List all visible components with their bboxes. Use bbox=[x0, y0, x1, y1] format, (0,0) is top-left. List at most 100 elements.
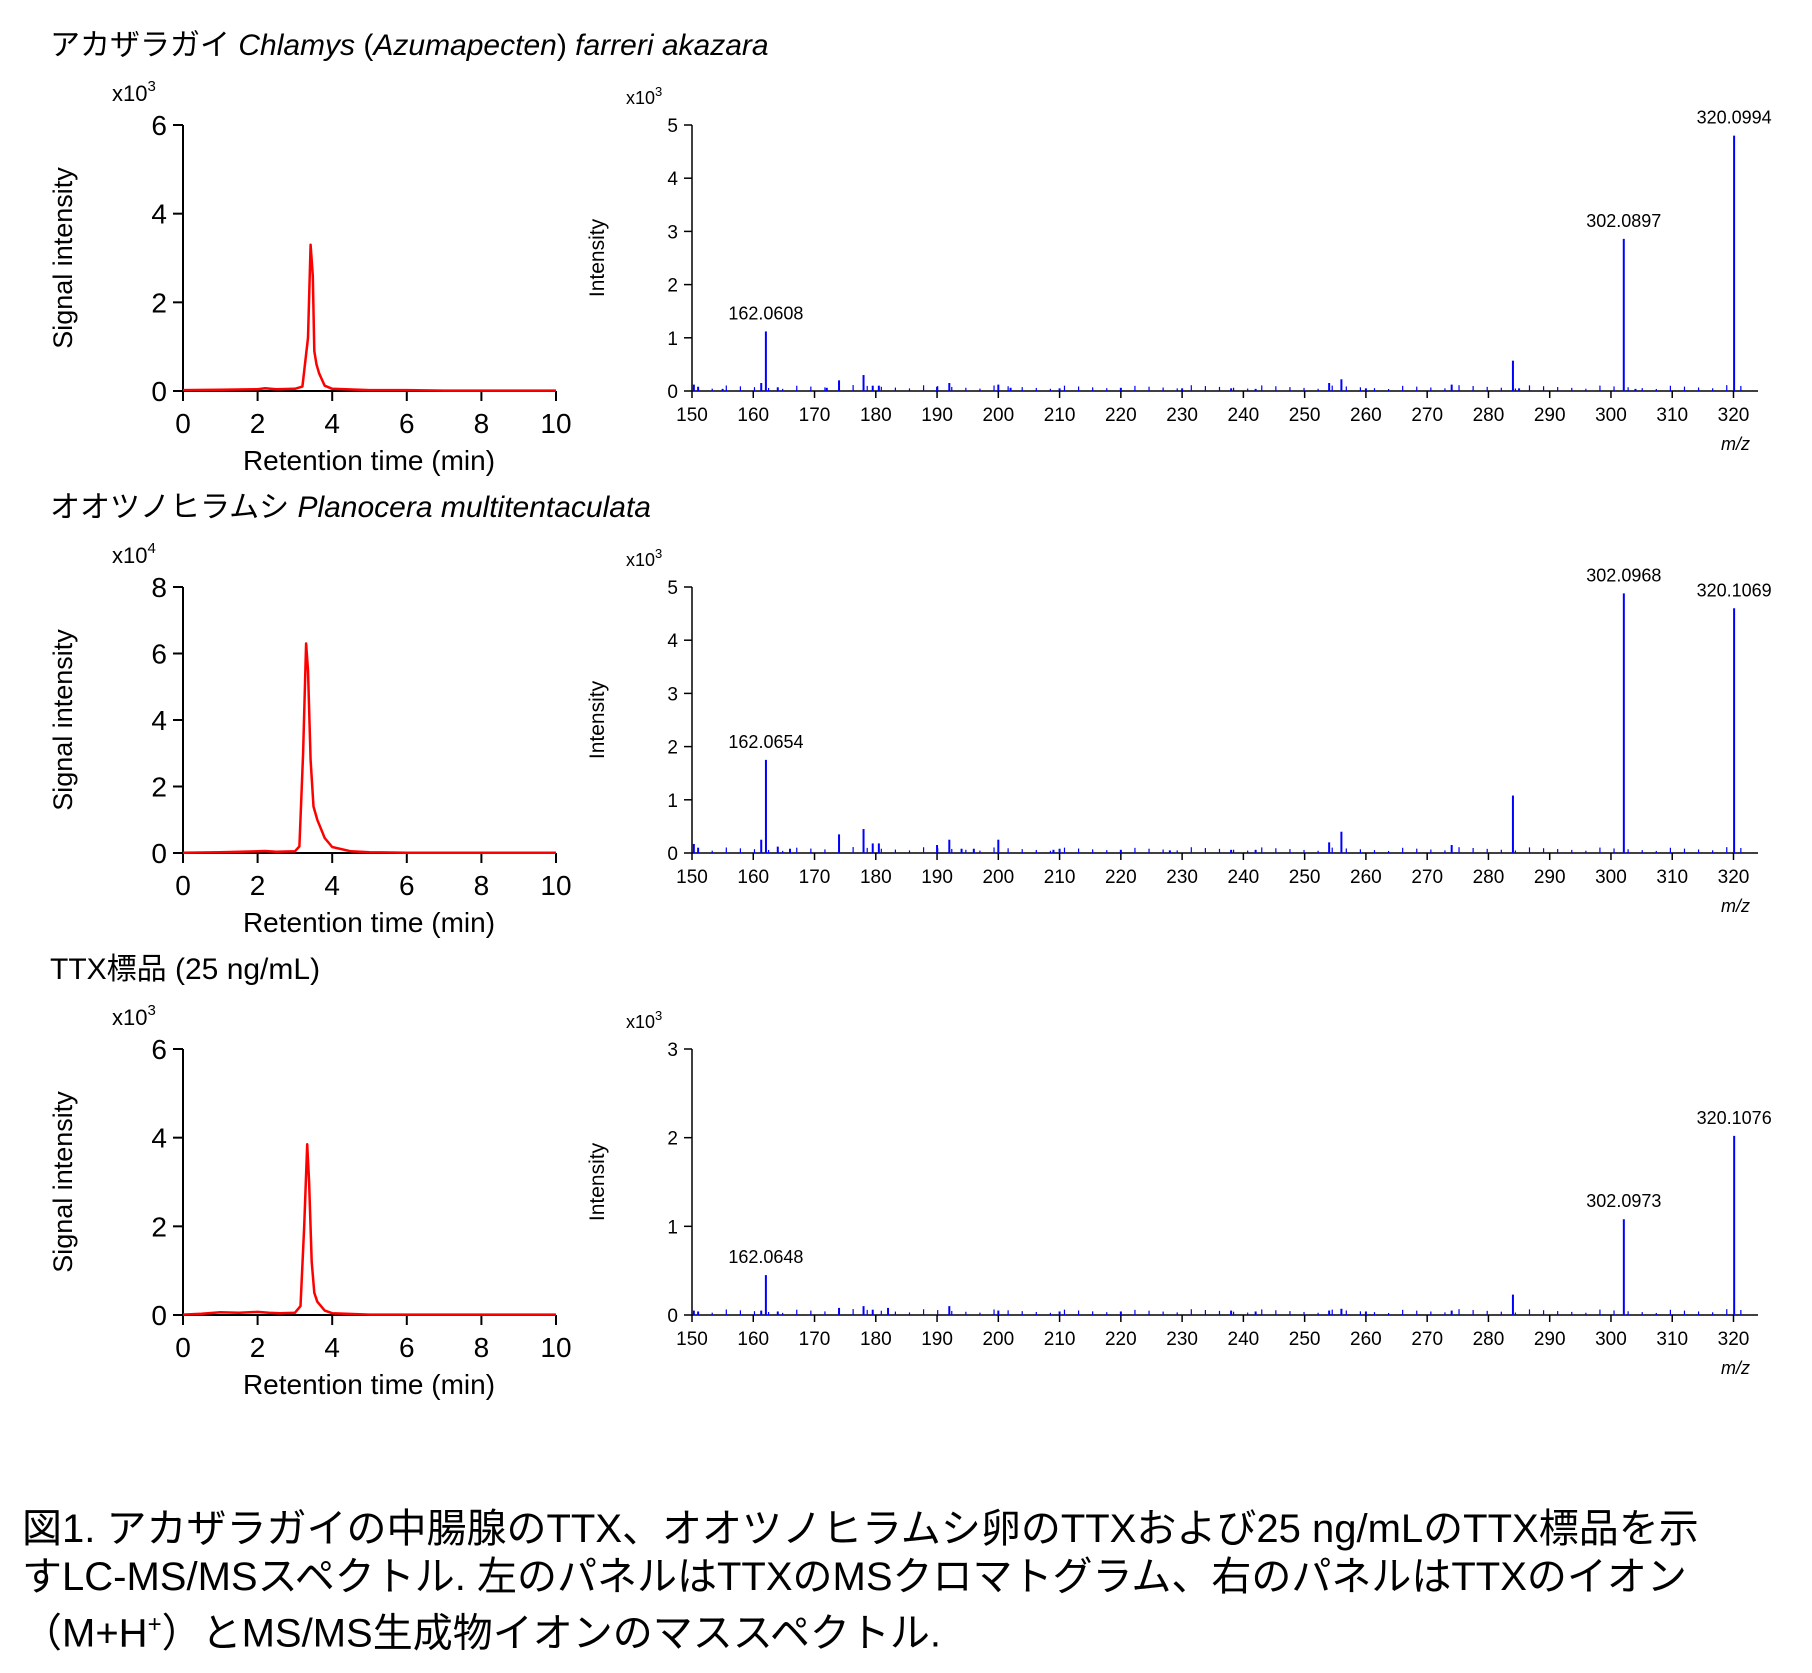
row3-spec-multiplier-exp: 3 bbox=[655, 1008, 662, 1023]
row1-spec-xlabel: m/z bbox=[1721, 434, 1750, 454]
row2-title-plain: オオツノヒラムシ bbox=[50, 491, 297, 524]
row3-chrom-multiplier-exp: 3 bbox=[147, 1002, 155, 1019]
row3-spec-ytick-label: 0 bbox=[667, 1306, 678, 1327]
row1-spec-xtick-label: 180 bbox=[860, 405, 892, 426]
row1-spec-ylabel: Intensity bbox=[586, 218, 609, 297]
row3-title-plain: TTX標品 (25 ng/mL) bbox=[50, 953, 320, 986]
row3-spec-xtick-label: 180 bbox=[860, 1329, 892, 1350]
figure-caption: 図1. アカザラガイの中腸腺のTTX、オオツノヒラムシ卵のTTXおよび25 ng… bbox=[22, 1505, 1797, 1657]
row2-chrom-ytick-label: 6 bbox=[151, 639, 167, 670]
row2-spec-xtick-label: 240 bbox=[1228, 867, 1260, 888]
row2-spec-peak-label: 320.1069 bbox=[1697, 580, 1772, 600]
row2-spec-ytick-label: 1 bbox=[667, 791, 678, 812]
row1-spec-xtick-label: 210 bbox=[1044, 405, 1076, 426]
row3-spec-peak-label: 320.1076 bbox=[1697, 1108, 1772, 1128]
row1-chrom-xtick-label: 0 bbox=[175, 408, 191, 439]
row3-spec-ytick-label: 3 bbox=[667, 1040, 678, 1061]
caption-line-3: （M+H+）とMS/MS生成物イオンのマススペクトル. bbox=[22, 1601, 1797, 1657]
row2-chrom-ytick-label: 8 bbox=[151, 572, 167, 603]
row1-spec-xtick-label: 310 bbox=[1656, 405, 1688, 426]
row1-spec-xtick-label: 260 bbox=[1350, 405, 1382, 426]
row2-chrom-multiplier: x104 bbox=[112, 540, 156, 568]
row2-spec-xtick-label: 260 bbox=[1350, 867, 1382, 888]
row2-spec-peak-label: 162.0654 bbox=[728, 732, 803, 752]
row3-chrom-xtick-label: 0 bbox=[175, 1332, 191, 1363]
row3-chrom-ytick-label: 6 bbox=[151, 1034, 167, 1065]
row1-spec-xtick-label: 230 bbox=[1166, 405, 1198, 426]
row3-spec-xtick-label: 230 bbox=[1166, 1329, 1198, 1350]
row3-chrom-xtick-label: 6 bbox=[399, 1332, 415, 1363]
row1-spec-xtick-label: 250 bbox=[1289, 405, 1321, 426]
row1-title-italic: Chlamys bbox=[238, 29, 355, 62]
row3-spec-xtick-label: 320 bbox=[1718, 1329, 1750, 1350]
row3-spec-multiplier: x103 bbox=[626, 1008, 662, 1032]
row2-spec-xtick-label: 160 bbox=[737, 867, 769, 888]
row1-spec-ytick-label: 1 bbox=[667, 329, 678, 350]
caption-line-3-post: ）とMS/MS生成物イオンのマススペクトル. bbox=[161, 1611, 942, 1656]
figure: アカザラガイ Chlamys (Azumapecten) farreri aka… bbox=[48, 29, 1772, 1400]
row1-chrom-ylabel: Signal intensity bbox=[48, 167, 78, 349]
row2-spec-xtick-label: 270 bbox=[1411, 867, 1443, 888]
row3-spec-xtick-label: 270 bbox=[1411, 1329, 1443, 1350]
row2-spec-multiplier-base: x10 bbox=[626, 550, 655, 570]
row2-spec-ytick-label: 0 bbox=[667, 844, 678, 865]
row3-spec-xtick-label: 280 bbox=[1473, 1329, 1505, 1350]
row1-spec-ytick-label: 3 bbox=[667, 222, 678, 243]
row1-spec-xtick-label: 240 bbox=[1228, 405, 1260, 426]
caption-line-2: すLC-MS/MSスペクトル. 左のパネルはTTXのMSクロマトグラム、右のパネ… bbox=[22, 1555, 1687, 1599]
row1-chrom-multiplier-exp: 3 bbox=[147, 78, 155, 95]
row3-spec-xtick-label: 250 bbox=[1289, 1329, 1321, 1350]
row2-spec-xtick-label: 300 bbox=[1595, 867, 1627, 888]
row3-spec-peak-label: 162.0648 bbox=[728, 1247, 803, 1267]
row2-spec-xtick-label: 200 bbox=[982, 867, 1014, 888]
row2-title: オオツノヒラムシ Planocera multitentaculata bbox=[50, 491, 651, 524]
row2-spec-xlabel: m/z bbox=[1721, 896, 1750, 916]
caption-line-3-sup: + bbox=[147, 1611, 162, 1638]
row3-spec-peak-label: 302.0973 bbox=[1586, 1191, 1661, 1211]
row3-spec-xtick-label: 160 bbox=[737, 1329, 769, 1350]
row3-spec-xtick-label: 310 bbox=[1656, 1329, 1688, 1350]
row1-spec-xtick-label: 290 bbox=[1534, 405, 1566, 426]
row1-title-italic3: farreri akazara bbox=[575, 29, 768, 62]
row2-spec-xtick-label: 170 bbox=[799, 867, 831, 888]
row3-spec-ytick-label: 2 bbox=[667, 1129, 678, 1150]
row3-chrom-multiplier-base: x10 bbox=[112, 1005, 147, 1030]
row2-chrom-xtick-label: 6 bbox=[399, 870, 415, 901]
row1-chrom-ytick-label: 2 bbox=[151, 287, 167, 318]
row1-spec-ytick-label: 2 bbox=[667, 276, 678, 297]
row2-spec-xtick-label: 190 bbox=[921, 867, 953, 888]
row1-title-mid: ( bbox=[355, 29, 373, 62]
row3-spec-ylabel: Intensity bbox=[586, 1142, 609, 1221]
row1-chrom-multiplier-base: x10 bbox=[112, 81, 147, 106]
row3-spec-xtick-label: 260 bbox=[1350, 1329, 1382, 1350]
row2-spec-ytick-label: 3 bbox=[667, 684, 678, 705]
row2-spec-xtick-label: 210 bbox=[1044, 867, 1076, 888]
row2-spec-multiplier: x103 bbox=[626, 546, 662, 570]
row2-spec-xtick-label: 290 bbox=[1534, 867, 1566, 888]
row2-chrom-xtick-label: 10 bbox=[540, 870, 571, 901]
row1-spec-multiplier: x103 bbox=[626, 84, 662, 108]
row3-spec-xtick-label: 210 bbox=[1044, 1329, 1076, 1350]
row2-spec-ytick-label: 4 bbox=[667, 631, 678, 652]
row2-spec-xtick-label: 250 bbox=[1289, 867, 1321, 888]
row2-spec-xtick-label: 310 bbox=[1656, 867, 1688, 888]
row1-title-italic2: Azumapecten bbox=[371, 29, 556, 62]
row2-spec-xtick-label: 180 bbox=[860, 867, 892, 888]
row1-chrom-ytick-label: 4 bbox=[151, 199, 167, 230]
row1-spec-xtick-label: 300 bbox=[1595, 405, 1627, 426]
row2-chrom-ytick-label: 0 bbox=[151, 838, 167, 869]
row2-spec-xtick-label: 150 bbox=[676, 867, 708, 888]
row1-title-mid2: ) bbox=[557, 29, 575, 62]
row3-spec-xtick-label: 170 bbox=[799, 1329, 831, 1350]
row1-spec-xtick-label: 280 bbox=[1473, 405, 1505, 426]
caption-line-1: 図1. アカザラガイの中腸腺のTTX、オオツノヒラムシ卵のTTXおよび25 ng… bbox=[22, 1507, 1699, 1551]
row1-spec-xtick-label: 160 bbox=[737, 405, 769, 426]
caption-line-3-pre: （M+H bbox=[22, 1611, 148, 1656]
row1-chrom-xtick-label: 2 bbox=[250, 408, 266, 439]
row3-spec-ytick-label: 1 bbox=[667, 1217, 678, 1238]
row1-spec-ytick-label: 4 bbox=[667, 169, 678, 190]
row1-chrom-xtick-label: 10 bbox=[540, 408, 571, 439]
row3-chrom-xtick-label: 8 bbox=[474, 1332, 490, 1363]
row1-chrom-trace bbox=[182, 243, 556, 392]
row1-spec-peak-label: 302.0897 bbox=[1586, 211, 1661, 231]
